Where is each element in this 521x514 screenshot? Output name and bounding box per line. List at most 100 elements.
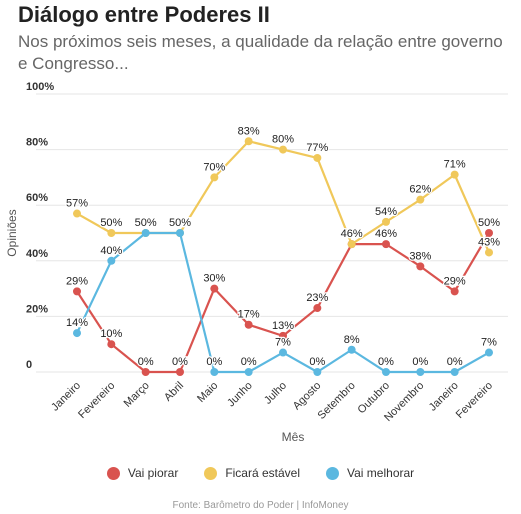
x-tick-label: Maio: [195, 380, 220, 405]
data-label: 54%: [375, 206, 397, 218]
x-tick-label: Junho: [225, 380, 255, 410]
data-label: 71%: [444, 159, 466, 171]
data-label: 46%: [341, 228, 363, 240]
data-label: 83%: [238, 125, 260, 137]
data-point-ficara-estavel: [73, 209, 81, 218]
data-point-vai-piorar: [279, 331, 287, 340]
data-label: 14%: [66, 317, 88, 329]
data-point-vai-piorar: [313, 304, 322, 313]
data-point-vai-melhorar: [485, 348, 493, 357]
x-tick-label: Agosto: [291, 380, 324, 413]
data-label: 62%: [409, 184, 431, 196]
data-point-ficara-estavel: [485, 248, 493, 257]
data-label: 0%: [447, 356, 463, 368]
legend-item-ficara-estavel: Ficará estável: [204, 466, 300, 480]
data-label: 50%: [135, 217, 157, 229]
x-tick-label: Fevereiro: [454, 380, 495, 421]
legend-label: Ficará estável: [225, 466, 301, 480]
data-point-ficara-estavel: [107, 229, 116, 237]
legend-marker: [204, 466, 218, 480]
data-point-vai-piorar: [107, 340, 116, 349]
data-label: 50%: [478, 217, 500, 229]
x-tick-label: Janeiro: [49, 380, 83, 414]
legend-label: Vai piorar: [127, 466, 179, 480]
data-point-vai-piorar: [176, 368, 184, 376]
data-point-vai-piorar: [382, 240, 390, 249]
data-label: 7%: [275, 337, 291, 349]
data-point-vai-piorar: [73, 287, 81, 296]
data-point-ficara-estavel: [416, 195, 425, 204]
data-label: 0%: [309, 356, 325, 368]
data-label: 0%: [412, 356, 428, 368]
data-point-vai-melhorar: [107, 256, 116, 265]
legend-marker: [106, 466, 120, 480]
x-tick-label: Janeiro: [427, 380, 461, 414]
x-tick-label: Setembro: [316, 380, 358, 422]
chart-source: Fonte: Barômetro do Poder | InfoMoney: [172, 500, 349, 511]
data-label: 80%: [272, 134, 294, 146]
data-point-vai-melhorar: [244, 368, 253, 376]
data-point-vai-piorar: [210, 284, 219, 293]
data-label: 0%: [241, 356, 257, 368]
data-point-vai-piorar: [141, 368, 150, 376]
data-point-vai-melhorar: [141, 229, 150, 237]
chart-legend: Vai piorar Ficará estável Vai melhorar: [0, 466, 521, 480]
data-point-vai-melhorar: [313, 368, 322, 376]
data-label: 50%: [100, 217, 122, 229]
data-label: 23%: [306, 292, 328, 304]
x-axis-label: Mês: [282, 430, 305, 444]
chart-subtitle: Nos próximos seis meses, a qualidade da …: [18, 32, 503, 73]
data-point-vai-melhorar: [210, 368, 219, 376]
data-point-vai-melhorar: [347, 345, 356, 354]
data-point-vai-melhorar: [73, 329, 81, 338]
legend-item-vai-piorar: Vai piorar: [106, 466, 179, 480]
data-point-vai-melhorar: [279, 348, 287, 357]
data-point-ficara-estavel: [210, 173, 219, 182]
x-tick-label: Julho: [262, 380, 289, 407]
y-tick-label: 80%: [26, 137, 48, 149]
data-point-ficara-estavel: [347, 240, 356, 249]
chart-title: Diálogo entre Poderes II: [18, 2, 270, 27]
data-label: 30%: [203, 273, 225, 285]
data-point-vai-melhorar: [382, 368, 390, 376]
data-label: 7%: [481, 337, 497, 349]
data-point-vai-piorar: [450, 287, 459, 296]
data-label: 0%: [172, 356, 188, 368]
y-tick-label: 40%: [26, 248, 48, 260]
data-label: 13%: [272, 320, 294, 332]
data-point-vai-melhorar: [416, 368, 425, 376]
y-tick-label: 0: [26, 359, 32, 371]
data-label: 77%: [306, 142, 328, 154]
data-point-vai-piorar: [416, 262, 425, 271]
data-label: 0%: [206, 356, 222, 368]
data-label: 46%: [375, 228, 397, 240]
data-label: 43%: [478, 236, 500, 248]
data-label: 8%: [344, 334, 360, 346]
data-point-ficara-estavel: [313, 153, 322, 162]
y-tick-label: 20%: [26, 303, 48, 315]
data-label: 38%: [409, 250, 431, 262]
data-label: 50%: [135, 217, 157, 229]
data-point-ficara-estavel: [450, 170, 459, 179]
x-tick-label: Fevereiro: [76, 380, 117, 421]
data-label: 70%: [203, 161, 225, 173]
data-point-ficara-estavel: [244, 137, 253, 146]
line-chart: 020%40%60%80%100%OpiniõesJaneiroFevereir…: [5, 81, 508, 444]
data-point-vai-piorar: [485, 229, 493, 237]
y-tick-label: 100%: [26, 81, 54, 93]
legend-marker: [326, 466, 340, 480]
data-label: 0%: [378, 356, 394, 368]
data-label: 29%: [66, 275, 88, 287]
data-label: 50%: [169, 217, 191, 229]
data-label: 29%: [444, 275, 466, 287]
data-label: 46%: [341, 228, 363, 240]
y-tick-label: 60%: [26, 192, 48, 204]
data-point-vai-piorar: [244, 320, 253, 329]
data-point-ficara-estavel: [382, 217, 390, 226]
x-tick-label: Abril: [162, 380, 186, 404]
data-label: 50%: [169, 217, 191, 229]
data-point-vai-melhorar: [176, 229, 184, 237]
y-axis-label: Opiniões: [5, 209, 19, 256]
data-label: 0%: [138, 356, 154, 368]
legend-item-vai-melhorar: Vai melhorar: [326, 466, 414, 480]
